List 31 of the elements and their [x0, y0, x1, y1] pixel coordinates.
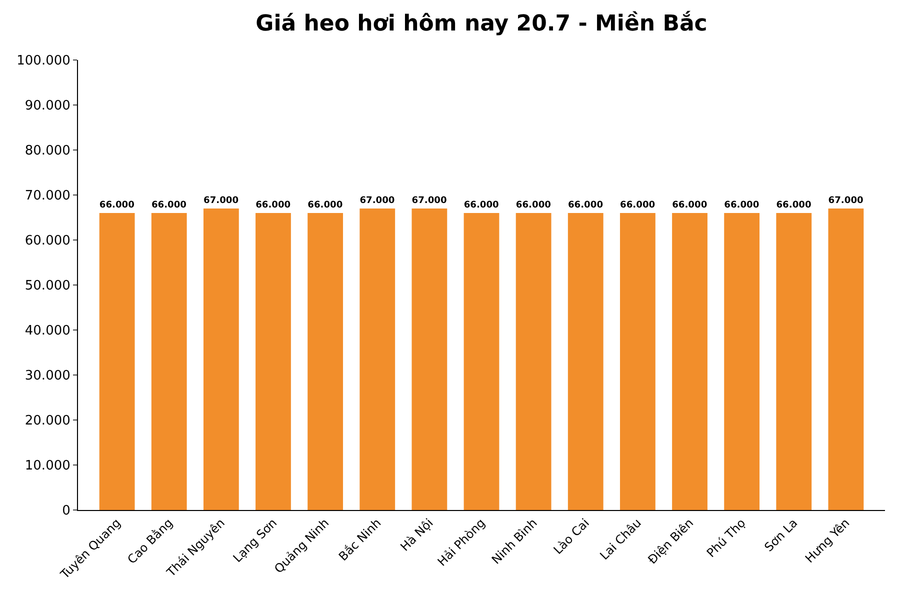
y-tick-label: 40.000	[24, 324, 70, 339]
data-label: 66.000	[672, 200, 708, 211]
data-label: 66.000	[151, 200, 186, 211]
data-label: 67.000	[412, 196, 447, 206]
x-tick-label: Sơn La	[762, 516, 800, 554]
y-tick-label: 30.000	[24, 368, 70, 384]
y-tick-label: 60.000	[24, 234, 70, 249]
y-tick-label: 80.000	[24, 144, 70, 159]
y-tick-label: 50.000	[24, 278, 70, 294]
data-label: 66.000	[516, 200, 551, 211]
data-label: 66.000	[568, 200, 604, 211]
data-label: 66.000	[776, 200, 812, 211]
y-tick-label: 100.000	[16, 54, 70, 69]
data-label: 66.000	[464, 200, 499, 211]
data-label: 66.000	[99, 200, 134, 211]
data-label: 66.000	[620, 200, 656, 211]
data-label: 67.000	[204, 196, 239, 206]
data-label: 66.000	[724, 200, 760, 211]
y-tick-label: 10.000	[24, 458, 70, 474]
y-tick-label: 20.000	[24, 414, 70, 429]
data-label: 67.000	[828, 196, 864, 206]
data-label: 66.000	[256, 200, 291, 211]
x-tick-label: Phú Thọ	[704, 516, 748, 560]
x-tick-label: Hà Nội	[398, 516, 436, 554]
x-tick-label: Lào Cai	[550, 516, 592, 558]
y-tick-label: 90.000	[24, 98, 70, 114]
y-tick-label: 0	[62, 504, 70, 519]
y-tick-label: 70.000	[24, 188, 70, 204]
data-label: 66.000	[308, 200, 343, 211]
chart-title: Giá heo hơi hôm nay 20.7 - Miền Bắc	[256, 10, 708, 36]
data-label: 67.000	[360, 196, 395, 206]
